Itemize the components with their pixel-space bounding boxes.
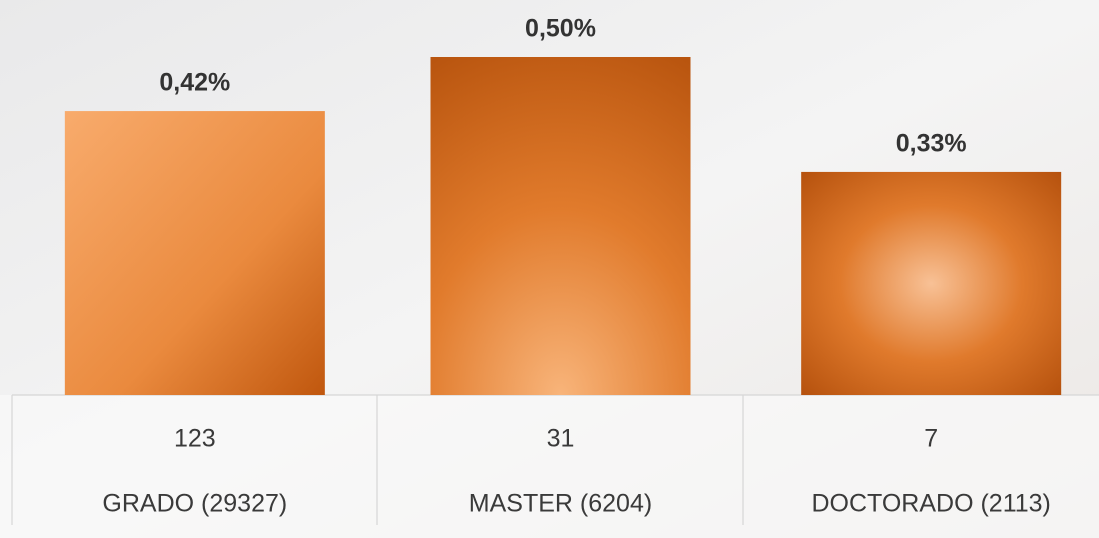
value-label: 0,33% (896, 130, 967, 158)
value-label: 0,42% (159, 69, 230, 97)
count-cell: 7 (924, 425, 938, 453)
count-cell: 123 (174, 425, 216, 453)
bar (431, 57, 691, 395)
count-cell: 31 (547, 425, 575, 453)
category-label: MASTER (6204) (469, 490, 652, 518)
category-label: GRADO (29327) (102, 490, 287, 518)
value-label: 0,50% (525, 15, 596, 43)
bar (65, 111, 325, 395)
chart: 0,42% 123 GRADO (29327) 0,50% 31 MASTER (6204… (0, 0, 1099, 538)
bar (801, 172, 1061, 395)
category-label: DOCTORADO (2113) (811, 490, 1050, 518)
